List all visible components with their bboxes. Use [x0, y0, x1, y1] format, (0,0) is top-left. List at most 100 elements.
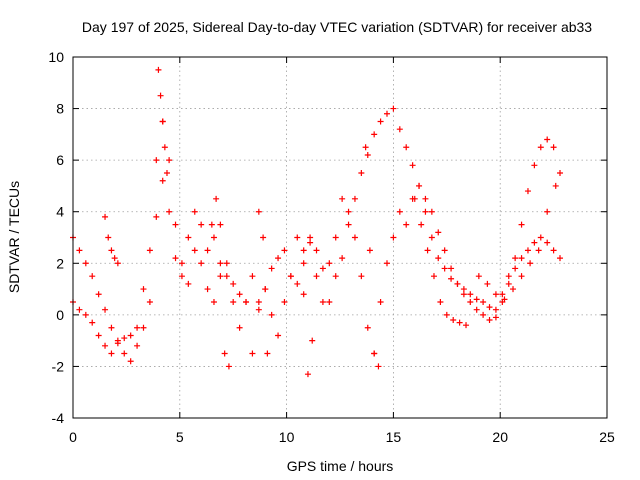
data-point [537, 144, 544, 151]
data-point [108, 247, 115, 254]
data-point [512, 255, 519, 262]
data-point [473, 296, 480, 303]
data-point [264, 350, 271, 357]
data-point [230, 298, 237, 305]
x-tick-label: 5 [176, 429, 184, 445]
data-point [371, 350, 378, 357]
data-point [377, 298, 384, 305]
data-point [448, 265, 455, 272]
data-point [255, 306, 262, 313]
data-point [377, 118, 384, 125]
data-point [213, 195, 220, 202]
data-point [454, 280, 461, 287]
x-axis-label: GPS time / hours [287, 458, 394, 474]
data-point [210, 298, 217, 305]
data-point [492, 306, 499, 313]
data-point [351, 195, 358, 202]
data-point [236, 291, 243, 298]
data-point [557, 255, 564, 262]
data-point [127, 332, 134, 339]
data-point [422, 195, 429, 202]
data-point [460, 291, 467, 298]
plot-frame [72, 56, 608, 419]
data-point [501, 296, 508, 303]
tick-labels: 0 5 10 15 20 25 -4 -2 0 2 4 6 8 10 [48, 49, 615, 445]
data-point [364, 324, 371, 331]
data-point [157, 92, 164, 99]
data-point [243, 298, 250, 305]
data-point [524, 247, 531, 254]
data-point [467, 298, 474, 305]
data-point [134, 324, 141, 331]
x-tick-label: 25 [599, 429, 615, 445]
data-point [467, 291, 474, 298]
data-point [524, 188, 531, 195]
data-point [456, 319, 463, 326]
data-point [418, 221, 425, 228]
data-point [473, 306, 480, 313]
data-point [518, 221, 525, 228]
data-point [371, 131, 378, 138]
data-point [441, 247, 448, 254]
data-point [114, 260, 121, 267]
data-point [166, 157, 173, 164]
data-point [544, 208, 551, 215]
data-point [294, 234, 301, 241]
data-point [550, 144, 557, 151]
data-point [428, 234, 435, 241]
data-point [294, 280, 301, 287]
data-point [140, 324, 147, 331]
data-point [185, 280, 192, 287]
data-point [178, 260, 185, 267]
data-point [403, 221, 410, 228]
data-point [223, 260, 230, 267]
data-point [140, 286, 147, 293]
data-point [102, 342, 109, 349]
data-point [435, 255, 442, 262]
data-point [375, 363, 382, 370]
series-track-c [102, 66, 559, 378]
data-point [313, 273, 320, 280]
data-point [535, 247, 542, 254]
data-point [492, 314, 499, 321]
data-point [403, 144, 410, 151]
data-point [309, 337, 316, 344]
data-point [191, 247, 198, 254]
data-point [390, 234, 397, 241]
data-point [430, 273, 437, 280]
data-point [223, 273, 230, 280]
data-point [383, 260, 390, 267]
data-point [362, 144, 369, 151]
series-track-b [70, 118, 564, 365]
data-point [76, 247, 83, 254]
data-point [221, 350, 228, 357]
data-point [146, 247, 153, 254]
data-point [531, 162, 538, 169]
data-point [358, 273, 365, 280]
data-point [262, 286, 269, 293]
data-point [460, 286, 467, 293]
data-point [300, 260, 307, 267]
data-point [268, 311, 275, 318]
data-point [552, 182, 559, 189]
data-point [428, 208, 435, 215]
data-point [105, 234, 112, 241]
data-point [76, 306, 83, 313]
data-point [191, 208, 198, 215]
y-axis-label: SDTVAR / TECUs [6, 181, 22, 293]
data-point [443, 311, 450, 318]
x-tick-label: 10 [279, 429, 295, 445]
data-point [396, 126, 403, 133]
data-point [390, 105, 397, 112]
data-point [304, 371, 311, 378]
data-point [108, 324, 115, 331]
data-point [146, 298, 153, 305]
data-point [411, 195, 418, 202]
axis-ticks [72, 56, 608, 419]
data-point [260, 234, 267, 241]
chart-title: Day 197 of 2025, Sidereal Day-to-day VTE… [82, 19, 592, 35]
data-point [499, 291, 506, 298]
data-point [396, 208, 403, 215]
data-point [326, 298, 333, 305]
data-point [268, 265, 275, 272]
